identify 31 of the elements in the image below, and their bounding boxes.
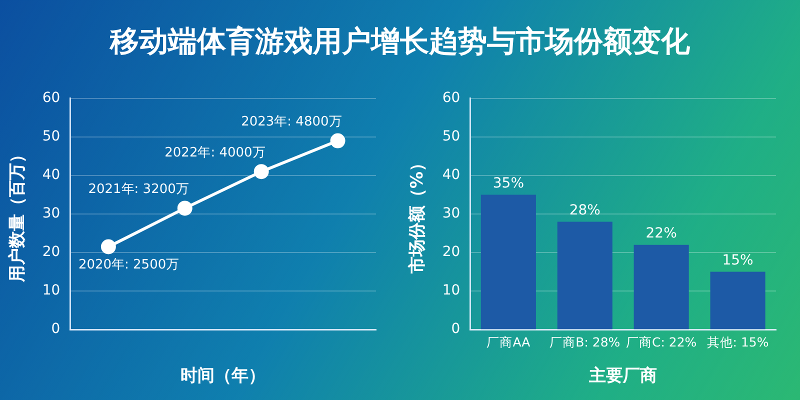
y-tick-label: 10 [442,282,460,299]
y-tick-label: 30 [42,206,60,222]
x-axis-title: 时间（年） [180,366,266,386]
x-tick-label: 厂商B: 28% [550,334,620,350]
y-tick-label: 40 [42,167,60,184]
x-tick-label: 其他: 15% [706,334,769,350]
data-label: 15% [722,252,754,268]
data-label: 28% [569,202,600,218]
y-tick-label: 50 [42,128,60,145]
y-tick-label: 40 [442,167,460,184]
x-tick-label: 厂商AA [486,334,531,350]
data-label: 35% [492,175,524,192]
y-tick-label: 0 [51,321,60,338]
annotation: 2023年: 4800万 [241,114,342,130]
y-tick-label: 20 [442,244,460,260]
annotation: 2021年: 3200万 [88,182,189,198]
y-tick-label: 30 [442,206,460,222]
x-axis-title: 主要厂商 [588,366,658,386]
chart-title: 移动端体育游戏用户增长趋势与市场份额变化 [108,23,691,60]
y-tick-label: 60 [42,90,60,106]
y-tick-label: 10 [42,282,60,299]
data-label: 22% [646,225,677,242]
y-tick-label: 0 [451,321,460,338]
y-tick-label: 50 [442,128,460,145]
annotation: 2022年: 4000万 [164,145,266,160]
x-tick-label: 厂商C: 22% [626,334,697,350]
y-tick-label: 20 [42,244,60,260]
y-axis-title: 用户数量（百万） [8,146,28,283]
y-axis-title: 市场份额（%） [408,154,428,275]
y-tick-label: 60 [442,90,460,106]
annotation: 2020年: 2500万 [78,258,180,273]
